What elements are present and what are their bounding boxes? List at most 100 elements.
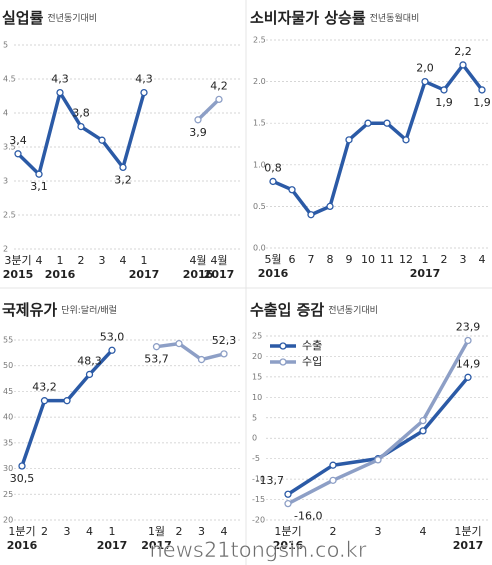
chart-title: 국제유가 단위:달러/배럴	[2, 301, 117, 319]
y-tick-label: -15	[252, 495, 265, 504]
y-tick-label: -5	[252, 454, 260, 463]
x-tick-label: 10	[361, 253, 375, 266]
data-point	[383, 119, 391, 127]
x-tick-label: 4	[221, 525, 228, 538]
data-point	[440, 86, 448, 94]
year-label: 2016	[273, 539, 304, 552]
y-tick-label: 2.0	[253, 77, 266, 86]
series-line	[272, 63, 484, 217]
year-label: 2017	[204, 268, 235, 281]
y-tick-label: 5	[252, 413, 257, 422]
legend-label: 수출	[302, 339, 322, 352]
data-point	[18, 462, 26, 470]
legend-label: 수입	[302, 355, 322, 368]
data-point	[197, 355, 206, 364]
x-tick-label: 1월	[148, 525, 165, 538]
x-tick-label: 1	[109, 525, 116, 538]
x-tick-label: 3분기	[4, 254, 31, 267]
title-text: 실업률	[2, 9, 44, 27]
x-tick-label: 4	[120, 254, 127, 267]
title-text: 국제유가	[2, 301, 57, 319]
data-label: 43,2	[32, 381, 57, 394]
year-label: 2017	[410, 267, 441, 280]
x-tick-label: 1분기	[274, 525, 301, 538]
data-label: 3,1	[30, 180, 48, 193]
x-tick-label: 4월	[210, 254, 227, 267]
data-point	[85, 370, 94, 379]
data-label: 52,3	[212, 334, 237, 347]
series-line	[20, 349, 114, 467]
x-tick-label: 6	[289, 253, 296, 266]
y-tick-label: 4	[3, 109, 8, 118]
y-tick-label: 25	[3, 490, 13, 499]
watermark: news21tongsin.co.kr	[149, 538, 366, 562]
data-point	[119, 163, 127, 172]
x-tick-label: 1분기	[454, 525, 481, 538]
year-label: 2017	[141, 539, 172, 552]
chart-title: 소비자물가 상승률 전년동월대비	[250, 9, 419, 27]
y-tick-label: 50	[3, 361, 13, 370]
x-tick-label: 3	[375, 525, 382, 538]
data-point	[329, 461, 337, 469]
data-point	[14, 150, 22, 158]
x-tick-label: 4	[420, 525, 427, 538]
data-point	[374, 456, 382, 464]
year-label: 2015	[3, 268, 34, 281]
data-label: -13,7	[256, 474, 284, 487]
y-tick-label: 55	[3, 336, 13, 345]
series-line	[16, 90, 146, 176]
x-tick-label: 1	[422, 253, 429, 266]
y-tick-label: 5	[3, 41, 8, 50]
x-tick-label: 3	[99, 254, 106, 267]
x-tick-label: 3	[64, 525, 71, 538]
data-point	[152, 343, 161, 351]
y-tick-label: 35	[3, 438, 13, 447]
y-tick-label: 20	[3, 516, 13, 525]
data-point	[269, 177, 277, 186]
data-point	[459, 61, 467, 69]
x-tick-label: 4	[479, 253, 486, 266]
year-label: 2016	[183, 268, 214, 281]
x-tick-label: 8	[327, 253, 334, 266]
y-tick-label: 1.5	[253, 119, 266, 128]
data-label: 2,0	[416, 62, 434, 75]
year-label: 2017	[97, 539, 128, 552]
y-tick-label: -20	[252, 516, 265, 525]
subtitle: 전년동월대비	[370, 12, 420, 24]
data-point	[288, 186, 296, 194]
y-tick-label: 4.5	[3, 75, 16, 84]
x-tick-label: 5월	[264, 253, 281, 266]
data-point	[284, 490, 292, 498]
data-label: 3,4	[9, 134, 27, 147]
data-label: 1,9	[473, 96, 491, 109]
x-tick-label: 1	[57, 254, 64, 267]
data-label: 48,3	[77, 354, 102, 367]
data-point	[77, 122, 85, 131]
data-point	[40, 397, 49, 405]
data-label: 53,7	[144, 353, 169, 366]
year-label: 2016	[45, 268, 76, 281]
data-point	[284, 499, 292, 508]
data-label: 4,2	[210, 79, 228, 92]
y-tick-label: 45	[3, 387, 13, 396]
data-point	[215, 95, 223, 104]
x-tick-label: 2	[78, 254, 85, 267]
data-label: 30,5	[10, 472, 35, 485]
data-label: 0,8	[264, 161, 282, 174]
y-tick-label: 30	[3, 464, 13, 473]
x-tick-label: 2	[330, 525, 337, 538]
y-tick-label: 20	[252, 352, 262, 361]
y-tick-label: 2.5	[253, 36, 266, 45]
series-line	[287, 376, 470, 496]
data-label: 14,9	[456, 357, 481, 370]
data-point	[108, 346, 116, 354]
data-label: -16,0	[294, 510, 322, 523]
data-point	[140, 88, 148, 97]
data-point	[464, 336, 472, 345]
x-tick-label: 7	[308, 253, 315, 266]
x-tick-label: 1분기	[8, 525, 35, 538]
chart-title: 실업률 전년동기대비	[2, 9, 97, 27]
x-tick-label: 11	[380, 253, 394, 266]
y-tick-label: 0.5	[253, 202, 266, 211]
